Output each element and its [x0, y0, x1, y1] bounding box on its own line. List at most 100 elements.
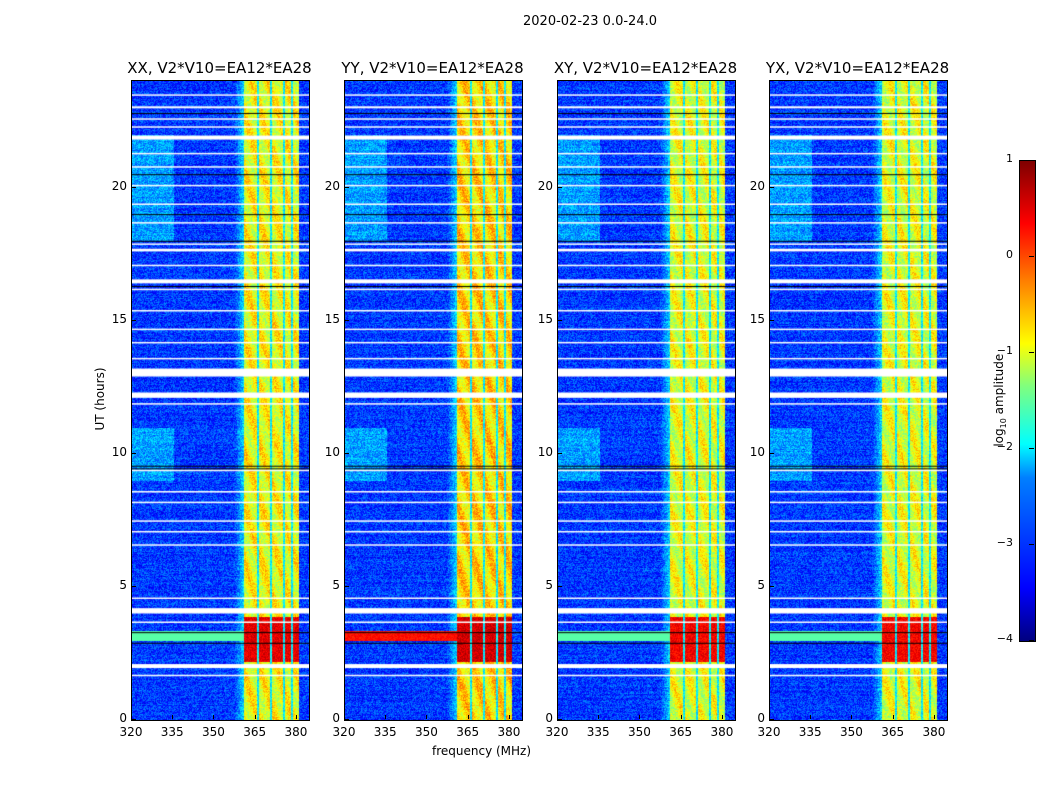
colorbar-tick-mark: [1029, 640, 1034, 641]
colorbar-tick-label: −4: [996, 632, 1013, 645]
y-tick-mark: [558, 719, 562, 720]
y-tick-mark: [345, 452, 349, 454]
x-tick-mark: [344, 715, 345, 719]
x-tick-label: 350: [415, 725, 438, 739]
x-tick-label: 320: [332, 725, 356, 739]
x-tick-mark: [639, 715, 641, 719]
x-tick-mark: [933, 715, 935, 719]
x-tick-mark: [892, 715, 894, 719]
spectrogram-image: [770, 81, 947, 720]
y-tick-mark: [770, 452, 774, 454]
x-tick-label: 365: [881, 725, 905, 739]
y-tick-mark: [770, 719, 774, 720]
y-tick-label: 0: [757, 711, 765, 725]
spectrogram-panel: [557, 80, 736, 721]
colorbar-tick-label: −2: [996, 440, 1013, 453]
x-tick-label: 320: [119, 725, 143, 739]
y-tick-mark: [345, 719, 349, 720]
y-tick-label: 20: [324, 178, 340, 193]
colorbar-tick-label: 0: [1006, 248, 1013, 261]
panel-title: YY, V2*V10=EA12*EA28: [341, 59, 524, 77]
x-tick-mark: [769, 715, 770, 719]
x-tick-mark: [131, 715, 132, 719]
y-tick-mark: [345, 186, 349, 188]
x-tick-mark: [254, 715, 256, 719]
y-tick-label: 5: [119, 577, 127, 592]
x-tick-label: 335: [160, 725, 184, 739]
y-tick-label: 15: [324, 311, 340, 326]
y-tick-mark: [558, 186, 562, 188]
y-tick-mark: [345, 585, 349, 587]
colorbar-tick-mark: [1029, 256, 1034, 257]
y-tick-label: 10: [111, 444, 127, 459]
colorbar-tick-label: −1: [996, 344, 1013, 357]
y-tick-label: 10: [537, 444, 553, 459]
y-tick-label: 15: [111, 311, 127, 326]
figure-title: 2020-02-23 0.0-24.0: [523, 14, 657, 29]
x-tick-mark: [385, 715, 387, 719]
x-tick-mark: [172, 715, 174, 719]
colorbar: [1019, 160, 1036, 642]
colorbar-tick-label: −3: [996, 536, 1013, 549]
x-tick-mark: [598, 715, 600, 719]
y-tick-label: 10: [749, 444, 765, 459]
colorbar-tick-mark: [1029, 160, 1034, 161]
x-axis-label: frequency (MHz): [432, 744, 532, 758]
spectrogram-image: [345, 81, 522, 720]
panel-title: YX, V2*V10=EA12*EA28: [765, 59, 950, 77]
y-tick-label: 5: [545, 577, 553, 592]
x-tick-mark: [680, 715, 682, 719]
colorbar-tick-label: 1: [1006, 152, 1013, 165]
x-tick-label: 365: [669, 725, 693, 739]
y-tick-mark: [558, 585, 562, 587]
x-tick-mark: [508, 715, 510, 719]
spectrogram-image: [558, 81, 735, 720]
x-tick-mark: [426, 715, 428, 719]
x-tick-mark: [295, 715, 297, 719]
y-tick-label: 20: [111, 178, 127, 193]
x-tick-mark: [213, 715, 215, 719]
x-tick-label: 380: [922, 725, 946, 739]
y-tick-label: 0: [332, 711, 340, 725]
y-tick-label: 20: [537, 178, 553, 193]
x-tick-mark: [557, 715, 558, 719]
x-tick-label: 380: [497, 725, 521, 739]
x-tick-label: 380: [284, 725, 308, 739]
spectrogram-image: [132, 81, 309, 720]
y-tick-label: 20: [749, 178, 765, 193]
x-tick-label: 335: [373, 725, 397, 739]
colorbar-tick-mark: [1029, 448, 1034, 449]
x-tick-label: 365: [456, 725, 480, 739]
x-tick-label: 320: [545, 725, 569, 739]
y-tick-mark: [132, 719, 136, 720]
y-tick-mark: [558, 452, 562, 454]
y-tick-label: 0: [545, 711, 553, 725]
x-tick-label: 350: [202, 725, 225, 739]
y-tick-mark: [132, 319, 136, 321]
y-tick-mark: [132, 585, 136, 587]
panel-title: XX, V2*V10=EA12*EA28: [127, 59, 312, 77]
x-tick-label: 335: [586, 725, 610, 739]
y-tick-label: 15: [537, 311, 553, 326]
x-tick-label: 365: [243, 725, 267, 739]
x-tick-mark: [467, 715, 469, 719]
colorbar-tick-mark: [1029, 352, 1034, 353]
x-tick-label: 380: [710, 725, 734, 739]
y-tick-mark: [345, 319, 349, 321]
x-tick-label: 320: [757, 725, 781, 739]
x-tick-label: 350: [628, 725, 651, 739]
y-tick-mark: [132, 452, 136, 454]
y-tick-label: 10: [324, 444, 340, 459]
x-tick-label: 335: [798, 725, 822, 739]
x-tick-mark: [721, 715, 723, 719]
x-tick-label: 350: [840, 725, 863, 739]
spectrogram-panel: [131, 80, 310, 721]
y-tick-mark: [770, 186, 774, 188]
y-axis-label: UT (hours): [93, 367, 107, 431]
y-tick-mark: [770, 585, 774, 587]
spectrogram-panel: [769, 80, 948, 721]
panel-title: XY, V2*V10=EA12*EA28: [553, 59, 738, 77]
y-tick-label: 5: [757, 577, 765, 592]
x-tick-mark: [810, 715, 812, 719]
y-tick-label: 5: [332, 577, 340, 592]
